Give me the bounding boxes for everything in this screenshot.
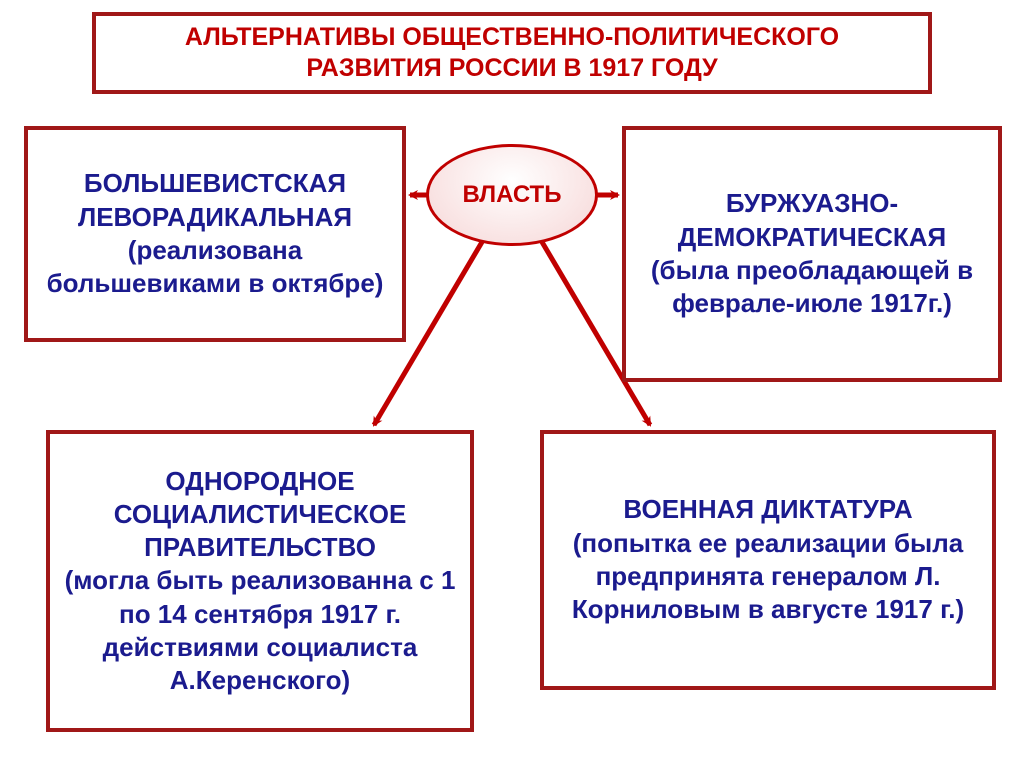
box-socialist-government: ОДНОРОДНОЕ СОЦИАЛИСТИЧЕСКОЕ ПРАВИТЕЛЬСТВ… xyxy=(46,430,474,732)
box-subtext: (была преобладающей в феврале-июле 1917г… xyxy=(651,255,973,318)
box-heading: ОДНОРОДНОЕ СОЦИАЛИСТИЧЕСКОЕ ПРАВИТЕЛЬСТВ… xyxy=(114,466,407,563)
box-heading: БУРЖУАЗНО-ДЕМОКРАТИЧЕСКАЯ xyxy=(678,188,946,251)
box-bourgeois-democratic: БУРЖУАЗНО-ДЕМОКРАТИЧЕСКАЯ (была преоблад… xyxy=(622,126,1002,382)
box-military-dictatorship: ВОЕННАЯ ДИКТАТУРА (попытка ее реализации… xyxy=(540,430,996,690)
box-heading: БОЛЬШЕВИСТСКАЯ ЛЕВОРАДИКАЛЬНАЯ xyxy=(78,168,352,231)
box-bolshevik: БОЛЬШЕВИСТСКАЯ ЛЕВОРАДИКАЛЬНАЯ (реализов… xyxy=(24,126,406,342)
box-subtext: (попытка ее реализации была предпринята … xyxy=(572,528,964,625)
box-subtext: (реализована большевиками в октябре) xyxy=(47,235,384,298)
box-subtext: (могла быть реализованна с 1 по 14 сентя… xyxy=(65,565,456,695)
box-heading: ВОЕННАЯ ДИКТАТУРА xyxy=(623,494,912,524)
center-node-label: ВЛАСТЬ xyxy=(463,181,562,209)
center-node-power: ВЛАСТЬ xyxy=(426,144,598,246)
